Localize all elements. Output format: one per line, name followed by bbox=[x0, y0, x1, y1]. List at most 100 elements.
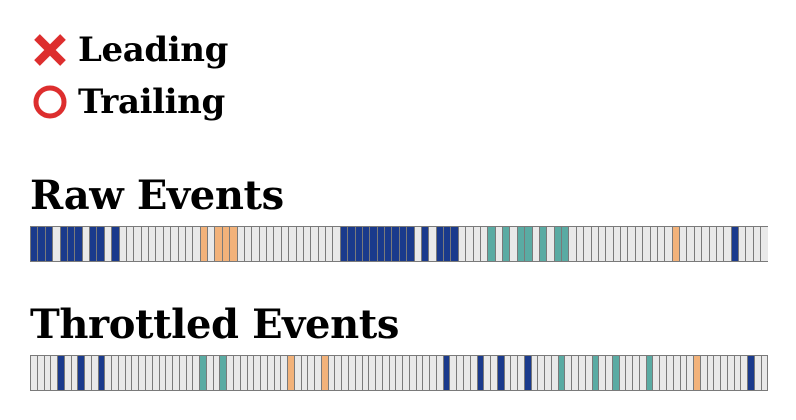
raw-event-cell-empty bbox=[141, 227, 148, 261]
throttled-event-cell-empty bbox=[213, 356, 220, 390]
raw-event-cell-empty bbox=[134, 227, 141, 261]
raw-event-cell-empty bbox=[163, 227, 171, 261]
throttled-event-cell-empty bbox=[328, 356, 335, 390]
throttled-event-cell-empty bbox=[707, 356, 714, 390]
raw-event-cell-teal bbox=[562, 227, 569, 261]
throttled-event-cell-empty bbox=[660, 356, 666, 390]
raw-event-cell-empty bbox=[466, 227, 473, 261]
throttled-event-cell-empty bbox=[281, 356, 288, 390]
throttled-events-strip bbox=[30, 355, 768, 391]
raw-event-cell-empty bbox=[753, 227, 761, 261]
throttled-event-cell-empty bbox=[31, 356, 37, 390]
raw-event-cell-orange bbox=[222, 227, 230, 261]
raw-event-cell-empty bbox=[495, 227, 502, 261]
throttled-event-cell-empty bbox=[714, 356, 721, 390]
raw-event-cell-empty bbox=[193, 227, 200, 261]
throttled-event-cell-empty bbox=[626, 356, 633, 390]
raw-event-cell-empty bbox=[746, 227, 753, 261]
throttled-event-cell-empty bbox=[274, 356, 281, 390]
throttled-event-cell-empty bbox=[423, 356, 430, 390]
throttled-event-cell-blue bbox=[443, 356, 450, 390]
raw-event-cell-blue bbox=[38, 227, 45, 261]
throttle-options: Leading Trailing bbox=[30, 28, 228, 132]
throttled-event-cell-empty bbox=[125, 356, 132, 390]
throttled-event-cell-empty bbox=[450, 356, 457, 390]
option-leading-label: Leading bbox=[78, 30, 228, 70]
cross-mark-icon bbox=[30, 30, 70, 70]
raw-event-cell-empty bbox=[104, 227, 112, 261]
raw-event-cell-teal bbox=[539, 227, 547, 261]
throttled-event-cell-empty bbox=[464, 356, 470, 390]
throttled-event-cell-empty bbox=[619, 356, 626, 390]
raw-event-cell-blue bbox=[355, 227, 362, 261]
throttled-event-cell-empty bbox=[585, 356, 592, 390]
raw-event-cell-empty bbox=[429, 227, 436, 261]
raw-event-cell-empty bbox=[296, 227, 303, 261]
raw-event-cell-empty bbox=[473, 227, 480, 261]
raw-event-cell-empty bbox=[326, 227, 333, 261]
throttled-event-cell-empty bbox=[551, 356, 558, 390]
raw-event-cell-empty bbox=[591, 227, 598, 261]
raw-event-cell-blue bbox=[385, 227, 392, 261]
throttled-event-cell-empty bbox=[179, 356, 186, 390]
raw-event-cell-empty bbox=[680, 227, 687, 261]
option-trailing[interactable]: Trailing bbox=[30, 80, 228, 124]
throttled-event-cell-empty bbox=[355, 356, 362, 390]
throttled-event-cell-empty bbox=[416, 356, 423, 390]
throttled-event-cell-empty bbox=[734, 356, 741, 390]
option-trailing-label: Trailing bbox=[78, 82, 225, 122]
throttled-event-cell-empty bbox=[511, 356, 518, 390]
raw-event-cell-empty bbox=[185, 227, 193, 261]
raw-event-cell-empty bbox=[547, 227, 554, 261]
throttled-event-cell-empty bbox=[666, 356, 673, 390]
raw-event-cell-empty bbox=[569, 227, 576, 261]
raw-event-cell-empty bbox=[303, 227, 311, 261]
throttled-event-cell-empty bbox=[687, 356, 694, 390]
throttled-event-cell-empty bbox=[51, 356, 58, 390]
throttled-event-cell-empty bbox=[741, 356, 748, 390]
raw-event-cell-empty bbox=[82, 227, 89, 261]
raw-event-cell-empty bbox=[244, 227, 252, 261]
raw-event-cell-empty bbox=[318, 227, 325, 261]
raw-event-cell-orange bbox=[230, 227, 237, 261]
raw-event-cell-teal bbox=[488, 227, 495, 261]
throttled-event-cell-empty bbox=[85, 356, 91, 390]
hollow-circle-icon bbox=[30, 82, 70, 122]
throttled-event-cell-empty bbox=[491, 356, 497, 390]
raw-event-cell-empty bbox=[126, 227, 134, 261]
throttled-event-cell-empty bbox=[403, 356, 409, 390]
raw-event-cell-empty bbox=[237, 227, 244, 261]
throttled-event-cell-teal bbox=[558, 356, 565, 390]
throttled-event-cell-empty bbox=[301, 356, 308, 390]
throttled-event-cell-empty bbox=[396, 356, 403, 390]
throttled-event-cell-orange bbox=[321, 356, 328, 390]
throttled-event-cell-empty bbox=[761, 356, 768, 390]
throttled-event-cell-empty bbox=[436, 356, 443, 390]
throttled-event-cell-empty bbox=[342, 356, 348, 390]
throttled-event-cell-empty bbox=[315, 356, 321, 390]
throttled-event-cell-empty bbox=[389, 356, 396, 390]
throttled-event-cell-empty bbox=[430, 356, 436, 390]
raw-event-cell-empty bbox=[724, 227, 731, 261]
raw-event-cell-empty bbox=[739, 227, 746, 261]
raw-event-cell-orange bbox=[215, 227, 222, 261]
throttled-event-cell-empty bbox=[71, 356, 78, 390]
throttled-event-cell-empty bbox=[599, 356, 606, 390]
throttled-event-cell-teal bbox=[612, 356, 619, 390]
raw-event-cell-blue bbox=[75, 227, 82, 261]
raw-event-cell-empty bbox=[702, 227, 709, 261]
throttled-event-cell-empty bbox=[261, 356, 267, 390]
raw-event-cell-empty bbox=[119, 227, 126, 261]
raw-event-cell-empty bbox=[532, 227, 539, 261]
raw-events-strip bbox=[30, 226, 768, 262]
throttled-event-cell-blue bbox=[58, 356, 64, 390]
throttled-event-cell-empty bbox=[152, 356, 159, 390]
raw-event-cell-empty bbox=[311, 227, 318, 261]
throttled-event-cell-empty bbox=[457, 356, 463, 390]
raw-event-cell-empty bbox=[657, 227, 665, 261]
raw-event-cell-empty bbox=[281, 227, 289, 261]
raw-event-cell-empty bbox=[252, 227, 259, 261]
throttled-event-cell-empty bbox=[531, 356, 538, 390]
throttled-event-cell-empty bbox=[227, 356, 233, 390]
option-leading[interactable]: Leading bbox=[30, 28, 228, 72]
